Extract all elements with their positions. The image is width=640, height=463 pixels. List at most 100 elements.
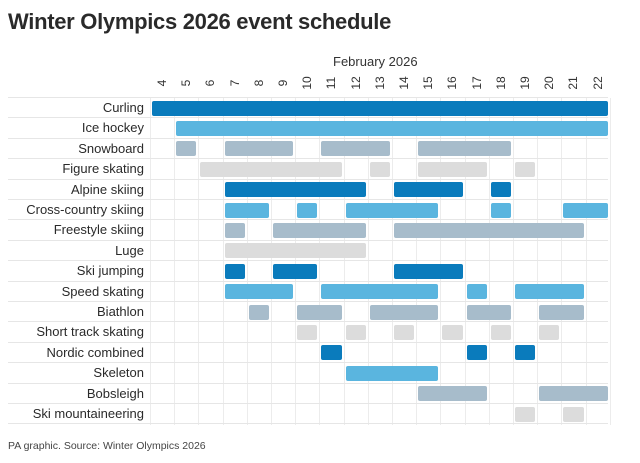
day-tick: 5 [174,70,198,96]
event-label: Luge [115,242,144,258]
event-bar [418,386,487,402]
event-label: Cross-country skiing [26,202,144,217]
event-bar [490,182,511,198]
event-bar [394,263,463,279]
day-tick-label: 8 [251,79,266,87]
event-bar [394,222,584,238]
day-tick-label: 5 [179,79,194,87]
day-tick-label: 19 [518,76,532,90]
day-tick: 11 [319,70,343,96]
event-row: Speed skating [8,282,608,302]
event-bar [224,202,269,218]
event-label: Bobsleigh [86,385,144,401]
event-bar [321,141,390,157]
event-bar [297,202,318,218]
day-tick-label: 11 [324,76,339,90]
day-tick-label: 21 [566,76,581,90]
chart-title: Winter Olympics 2026 event schedule [8,9,392,34]
schedule-grid: Curling Ice hockey Snowboard Figure skating… [8,97,611,425]
day-tick: 21 [561,70,585,96]
event-row: Skeleton [8,363,608,384]
event-bar [563,202,608,218]
month-label: February 2026 [333,54,418,69]
grid-line [537,98,539,425]
event-bar [297,324,318,340]
grid-line [416,98,418,425]
day-tick: 13 [368,70,392,96]
day-tick-label: 9 [276,79,290,87]
day-tick-label: 4 [155,79,169,87]
grid-line [295,98,297,425]
grid-line [585,98,587,425]
event-bar [200,161,342,177]
event-row: Ice hockey [8,118,608,139]
day-tick: 19 [513,70,537,96]
event-label: Speed skating [61,283,144,299]
grid-line [367,98,369,425]
event-bar [345,202,439,218]
event-bar [321,345,342,361]
grid-line [609,98,611,425]
event-row: Bobsleigh [8,384,608,404]
grid-line [440,98,442,425]
event-bar [466,284,487,300]
event-bar [515,406,536,422]
day-tick-label: 7 [227,79,242,87]
event-label: Ice hockey [81,120,144,136]
event-bar [224,222,245,238]
event-row: Ski jumping [8,261,608,282]
event-bar [273,263,318,279]
event-bar [224,182,366,198]
event-label: Freestyle skiing [53,222,144,238]
day-tick: 22 [586,70,610,96]
day-tick: 14 [392,70,416,96]
day-tick-label: 10 [300,76,315,90]
grid-line [246,98,248,425]
event-bar [176,120,608,136]
event-bar [418,141,511,157]
day-tick: 8 [247,70,271,96]
event-bar [539,386,608,402]
event-bar [539,304,584,320]
event-label: Ski jumping [76,263,144,279]
day-tick-label: 13 [372,76,387,90]
day-tick-label: 12 [348,76,363,90]
event-bar [490,202,511,218]
grid-line [271,98,272,425]
event-bar [515,161,536,177]
day-tick: 15 [416,70,440,96]
day-tick-label: 6 [203,79,218,87]
event-bar [224,243,366,259]
event-bar [224,284,294,300]
day-tick-label: 18 [493,76,508,90]
source-note: PA graphic. Source: Winter Olympics 2026 [8,440,206,452]
event-bar [418,161,487,177]
event-bar [248,304,269,320]
event-label: Figure skating [62,161,144,177]
day-tick-label: 15 [421,76,436,90]
event-label: Skeleton [93,365,144,381]
day-tick: 7 [223,70,247,96]
event-bar [224,141,294,157]
event-bar [515,284,584,300]
event-bar [345,365,439,381]
event-row: Cross-country skiing [8,200,608,221]
event-row: Ski mountaineering [8,404,608,425]
grid-line [174,98,176,425]
event-bar [345,324,366,340]
event-row: Freestyle skiing [8,220,608,241]
day-tick: 18 [489,70,513,96]
event-bar [176,141,197,157]
day-tick: 20 [537,70,561,96]
event-label: Alpine skiing [71,181,144,197]
day-tick: 10 [295,70,319,96]
day-tick: 4 [150,70,174,96]
event-bar [224,263,245,279]
event-bar [539,324,560,340]
day-tick-label: 22 [590,76,605,90]
event-bar [394,182,463,198]
grid-line [150,98,151,425]
day-tick: 12 [344,70,368,96]
day-tick-label: 17 [469,76,484,90]
day-tick-label: 20 [542,76,557,90]
